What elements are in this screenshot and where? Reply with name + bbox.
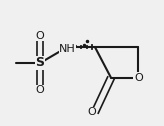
Text: S: S [36,56,45,70]
Text: O: O [36,31,44,41]
Text: NH: NH [59,44,76,54]
Text: O: O [87,107,96,117]
Text: O: O [36,85,44,95]
Text: O: O [134,73,143,83]
